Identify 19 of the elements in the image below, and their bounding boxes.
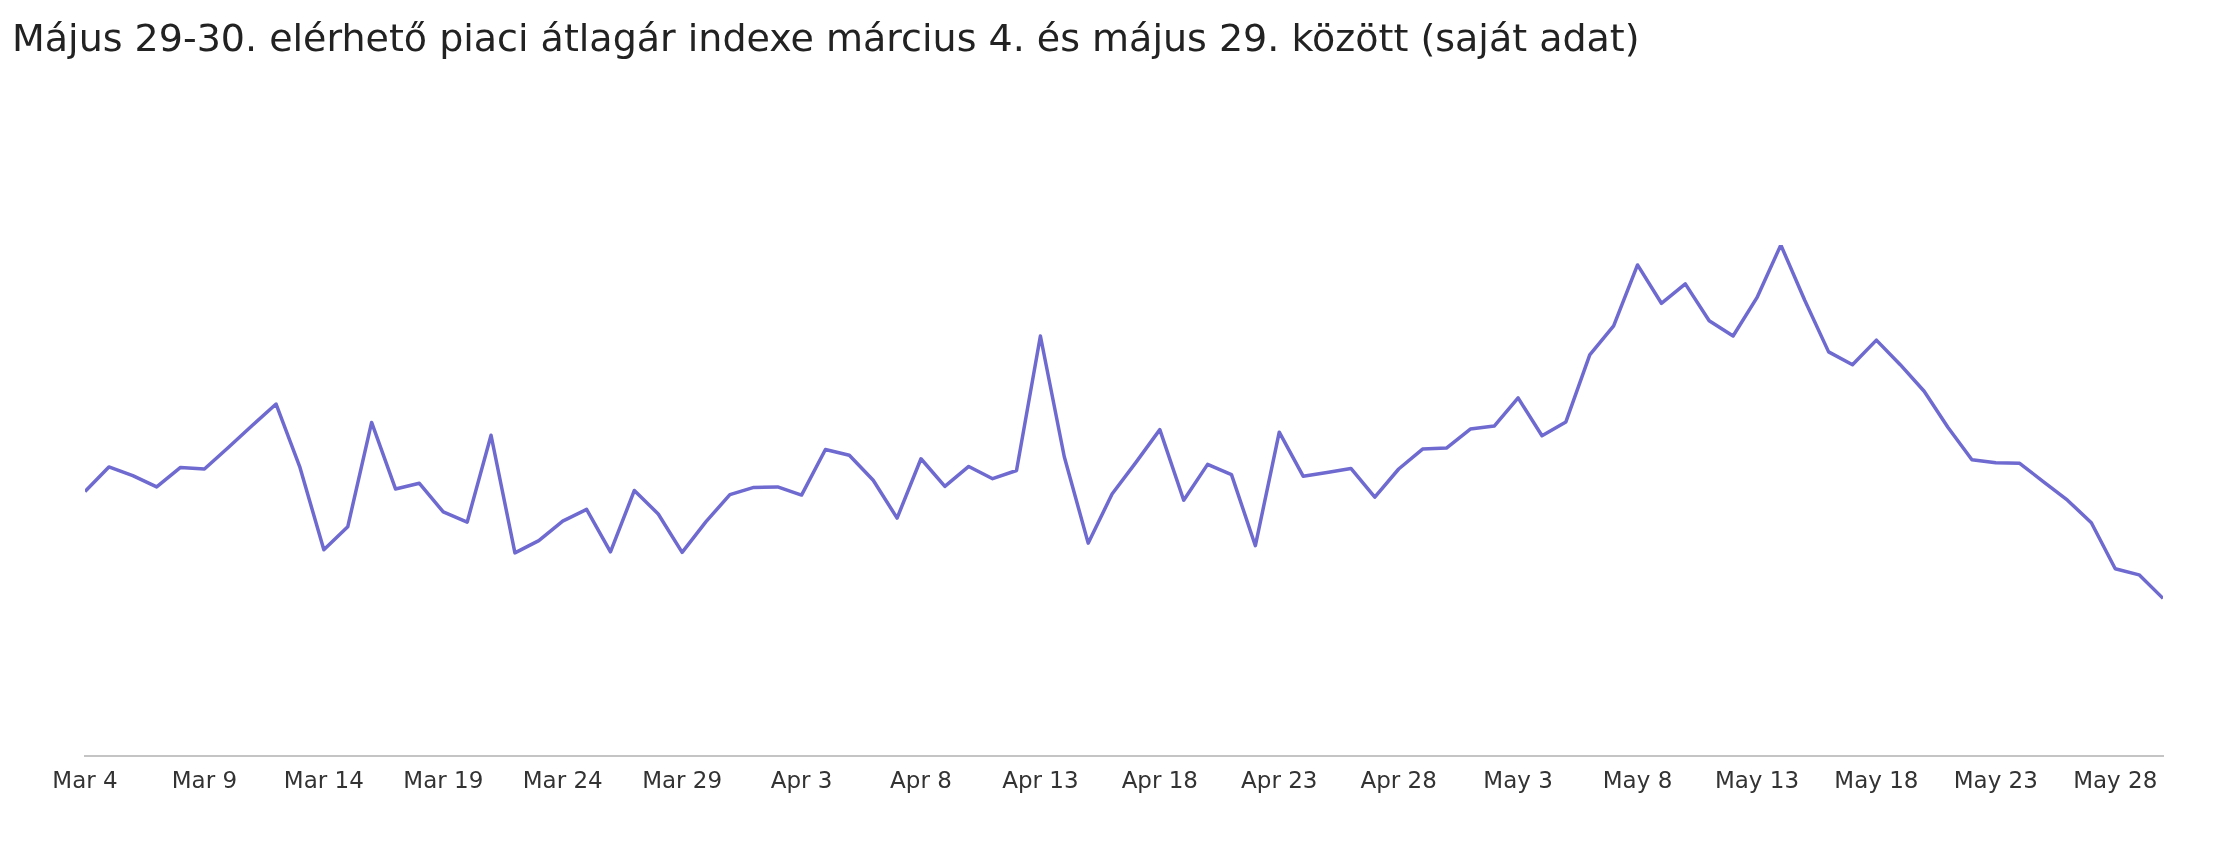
x-tick-label: Apr 23 (1241, 767, 1318, 794)
x-tick-label: Apr 13 (1002, 767, 1079, 794)
x-tick-label: May 8 (1602, 767, 1673, 794)
chart-title: Május 29-30. elérhető piaci átlagár indexe március 4. és május 29. között (saját adat) (12, 16, 1640, 60)
x-tick-label: Apr 3 (770, 767, 833, 794)
x-tick-label: Mar 29 (642, 767, 723, 794)
x-tick-label: Mar 19 (403, 767, 484, 794)
x-tick-label: Apr 18 (1121, 767, 1199, 794)
x-tick-label: May 18 (1834, 767, 1919, 794)
x-tick-label: May 13 (1714, 767, 1800, 794)
x-tick-label: May 23 (1953, 767, 2038, 794)
x-tick-label: Mar 9 (171, 767, 238, 794)
x-tick-label: Apr 28 (1360, 767, 1437, 794)
x-tick-label: Apr 8 (890, 767, 952, 794)
x-tick-label: Mar 4 (52, 767, 118, 794)
x-tick-label: May 28 (2073, 767, 2158, 794)
x-tick-label: Mar 24 (522, 767, 603, 794)
x-tick-label: May 3 (1483, 767, 1553, 794)
x-tick-label: Mar 14 (283, 767, 364, 794)
